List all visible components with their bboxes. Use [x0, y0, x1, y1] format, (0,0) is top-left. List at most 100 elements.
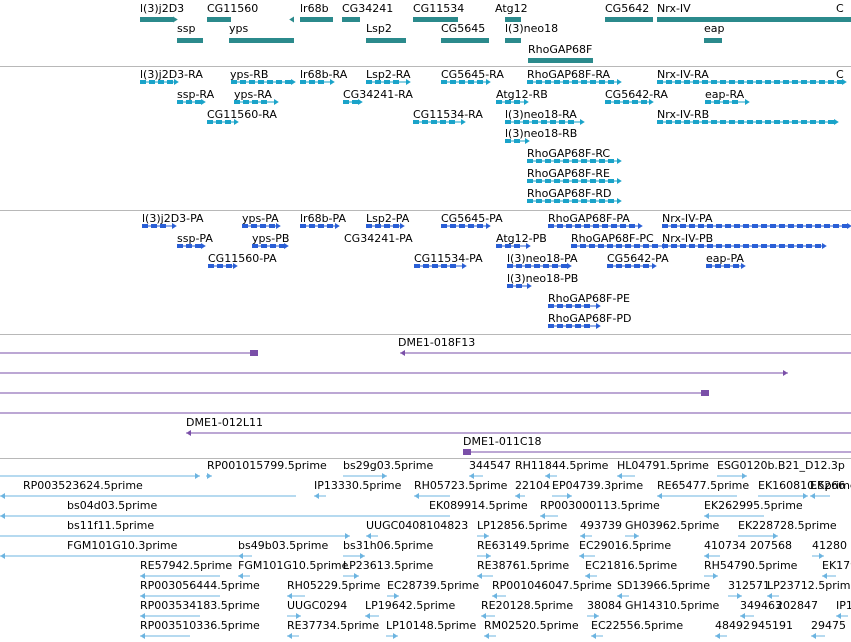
est-label[interactable]: RE37734.5prime [287, 619, 380, 632]
gene-glyph[interactable] [441, 38, 489, 43]
est-glyph[interactable] [140, 573, 145, 579]
protein-glyph[interactable] [743, 224, 749, 228]
protein-glyph[interactable] [252, 244, 258, 248]
protein-label[interactable]: eap-PA [706, 252, 744, 265]
est-label[interactable]: IP13330.5prime [314, 479, 402, 492]
transcript-glyph[interactable] [714, 100, 720, 104]
clone-glyph[interactable] [783, 370, 788, 376]
transcript-glyph[interactable] [693, 120, 699, 124]
est-glyph[interactable] [567, 493, 572, 499]
est-label[interactable]: RE38761.5prime [477, 559, 570, 572]
protein-glyph[interactable] [620, 224, 626, 228]
transcript-glyph[interactable] [792, 80, 798, 84]
transcript-glyph[interactable] [580, 119, 585, 125]
est-label[interactable]: UUGC0294 [287, 599, 348, 612]
protein-glyph[interactable] [689, 224, 695, 228]
est-glyph[interactable] [740, 613, 745, 619]
protein-glyph[interactable] [151, 224, 157, 228]
protein-glyph[interactable] [327, 224, 333, 228]
transcript-glyph[interactable] [393, 80, 399, 84]
gene-label[interactable]: l(3)neo18 [505, 22, 559, 35]
est-label[interactable]: LP23712.5prime [767, 579, 851, 592]
gene-label[interactable]: CG11534 [413, 2, 465, 15]
transcript-glyph[interactable] [441, 80, 447, 84]
est-glyph[interactable] [767, 593, 772, 599]
protein-glyph[interactable] [525, 264, 531, 268]
transcript-glyph[interactable] [291, 79, 296, 85]
est-glyph[interactable] [0, 553, 6, 559]
protein-glyph[interactable] [716, 224, 722, 228]
transcript-glyph[interactable] [563, 199, 569, 203]
protein-glyph[interactable] [486, 223, 491, 229]
protein-glyph[interactable] [208, 264, 214, 268]
protein-glyph[interactable] [580, 244, 586, 248]
protein-glyph[interactable] [527, 283, 532, 289]
transcript-glyph[interactable] [149, 80, 155, 84]
transcript-glyph[interactable] [599, 199, 605, 203]
protein-glyph[interactable] [514, 244, 520, 248]
transcript-glyph[interactable] [745, 99, 750, 105]
transcript-glyph[interactable] [675, 120, 681, 124]
transcript-glyph[interactable] [541, 120, 547, 124]
protein-label[interactable]: CG5645-PA [441, 212, 503, 225]
protein-glyph[interactable] [629, 224, 635, 228]
transcript-glyph[interactable] [599, 80, 605, 84]
est-glyph[interactable] [0, 493, 6, 499]
protein-label[interactable]: RhoGAP68F-PD [548, 312, 632, 325]
transcript-glyph[interactable] [375, 80, 381, 84]
gene-label[interactable]: Nrx-IV [657, 2, 691, 15]
transcript-glyph[interactable] [554, 80, 560, 84]
gene-label[interactable]: CG5645 [441, 22, 486, 35]
est-label[interactable]: UUGC0408104823 [366, 519, 469, 532]
transcript-glyph[interactable] [765, 80, 771, 84]
protein-glyph[interactable] [706, 264, 712, 268]
est-label[interactable]: EC21816.5prime [585, 559, 678, 572]
protein-glyph[interactable] [575, 304, 581, 308]
transcript-glyph[interactable] [514, 139, 520, 143]
clone-glyph[interactable] [400, 350, 405, 356]
protein-label[interactable]: Nrx-IV-PB [662, 232, 714, 245]
clone-glyph[interactable] [186, 430, 191, 436]
protein-glyph[interactable] [335, 223, 340, 229]
est-glyph[interactable] [486, 553, 491, 559]
est-label[interactable]: RE65477.5prime [657, 479, 750, 492]
est-label[interactable]: EK228728.5prime [738, 519, 837, 532]
transcript-glyph[interactable] [505, 120, 511, 124]
transcript-label[interactable]: RhoGAP68F-RA [527, 68, 611, 81]
transcript-glyph[interactable] [572, 80, 578, 84]
protein-glyph[interactable] [806, 224, 812, 228]
protein-glyph[interactable] [195, 244, 201, 248]
est-glyph[interactable] [365, 613, 370, 619]
transcript-glyph[interactable] [536, 179, 542, 183]
protein-label[interactable]: RhoGAP68F-PC [571, 232, 654, 245]
protein-glyph[interactable] [543, 264, 549, 268]
clone-glyph[interactable] [463, 449, 471, 455]
transcript-glyph[interactable] [842, 79, 847, 85]
protein-glyph[interactable] [160, 224, 166, 228]
protein-glyph[interactable] [414, 264, 420, 268]
transcript-glyph[interactable] [545, 80, 551, 84]
protein-glyph[interactable] [566, 324, 572, 328]
transcript-glyph[interactable] [140, 80, 146, 84]
est-label[interactable]: 202847 [776, 599, 818, 612]
protein-glyph[interactable] [598, 244, 604, 248]
est-glyph[interactable] [704, 513, 709, 519]
protein-glyph[interactable] [770, 224, 776, 228]
protein-glyph[interactable] [725, 224, 731, 228]
transcript-label[interactable]: Lsp2-RA [366, 68, 411, 81]
transcript-glyph[interactable] [649, 99, 654, 105]
est-glyph[interactable] [366, 533, 371, 539]
est-glyph[interactable] [394, 593, 399, 599]
est-label[interactable]: RP003000113.5prime [540, 499, 660, 512]
protein-glyph[interactable] [242, 224, 248, 228]
protein-glyph[interactable] [643, 264, 649, 268]
est-label[interactable]: bs29g03.5prime [343, 459, 434, 472]
protein-glyph[interactable] [797, 224, 803, 228]
est-label[interactable]: 22104 [515, 479, 550, 492]
gene-label[interactable]: lr68b [300, 2, 329, 15]
protein-glyph[interactable] [584, 304, 590, 308]
transcript-glyph[interactable] [747, 120, 753, 124]
transcript-glyph[interactable] [774, 80, 780, 84]
est-label[interactable]: 29475 [811, 619, 846, 632]
transcript-glyph[interactable] [563, 159, 569, 163]
